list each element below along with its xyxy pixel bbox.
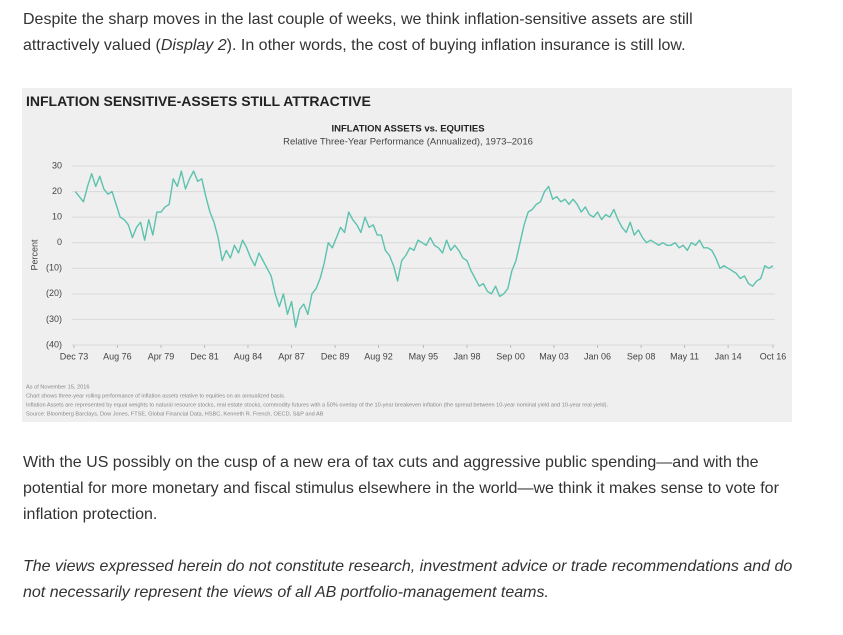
intro-paragraph: Despite the sharp moves in the last coup… [23, 7, 763, 59]
x-tick-label: May 95 [409, 351, 439, 361]
figure: INFLATION SENSITIVE-ASSETS STILL ATTRACT… [22, 88, 792, 422]
y-tick-label: 30 [52, 160, 62, 170]
x-tick-label: Aug 92 [364, 351, 393, 361]
text: Despite the sharp moves in the last coup… [23, 11, 693, 54]
text: Display 2 [160, 37, 227, 54]
disclaimer: The views expressed herein do not consti… [23, 558, 793, 601]
y-axis-label: Percent [29, 239, 39, 271]
y-tick-label: 10 [52, 212, 62, 222]
chart-subtitle: Relative Three-Year Performance (Annuali… [283, 137, 533, 148]
y-tick-label: (30) [46, 314, 62, 324]
data-line [74, 170, 774, 328]
x-tick-label: Aug 76 [103, 351, 132, 361]
y-tick-label: (40) [46, 339, 62, 349]
y-tick-label: (20) [46, 288, 62, 298]
x-tick-label: Dec 73 [60, 351, 89, 361]
chart: INFLATION ASSETS vs. EQUITIES Relative T… [26, 124, 787, 418]
y-tick-label: 20 [52, 186, 62, 196]
figure-title: INFLATION SENSITIVE-ASSETS STILL ATTRACT… [26, 93, 371, 109]
text: ). In other words, the cost of buying in… [226, 37, 686, 54]
y-tick-label: 0 [57, 237, 62, 247]
x-tick-label: Apr 79 [148, 351, 175, 361]
x-tick-label: Jan 98 [453, 351, 480, 361]
x-tick-label: Dec 81 [190, 351, 219, 361]
x-tick-label: Aug 84 [234, 351, 263, 361]
x-tick-label: Jan 06 [584, 351, 611, 361]
footnote: As of November 15, 2016 [26, 384, 89, 390]
footnote: Chart shows three-year rolling performan… [26, 393, 286, 399]
x-tick-label: May 03 [539, 351, 569, 361]
footnote: Inflation Assets are represented by equa… [26, 402, 609, 408]
x-tick-label: Dec 89 [321, 351, 350, 361]
x-tick-label: Jan 14 [715, 351, 742, 361]
x-tick-label: Oct 16 [760, 351, 787, 361]
chart-title: INFLATION ASSETS vs. EQUITIES [331, 124, 484, 135]
x-tick-label: Apr 87 [278, 351, 305, 361]
x-tick-label: Sep 00 [496, 351, 525, 361]
x-tick-label: May 11 [670, 351, 699, 361]
body-paragraph: With the US possibly on the cusp of a ne… [23, 454, 779, 523]
footnote: Source: Bloomberg Barclays, Dow Jones, F… [26, 411, 324, 417]
x-tick-label: Sep 08 [627, 351, 656, 361]
y-tick-label: (10) [46, 263, 62, 273]
